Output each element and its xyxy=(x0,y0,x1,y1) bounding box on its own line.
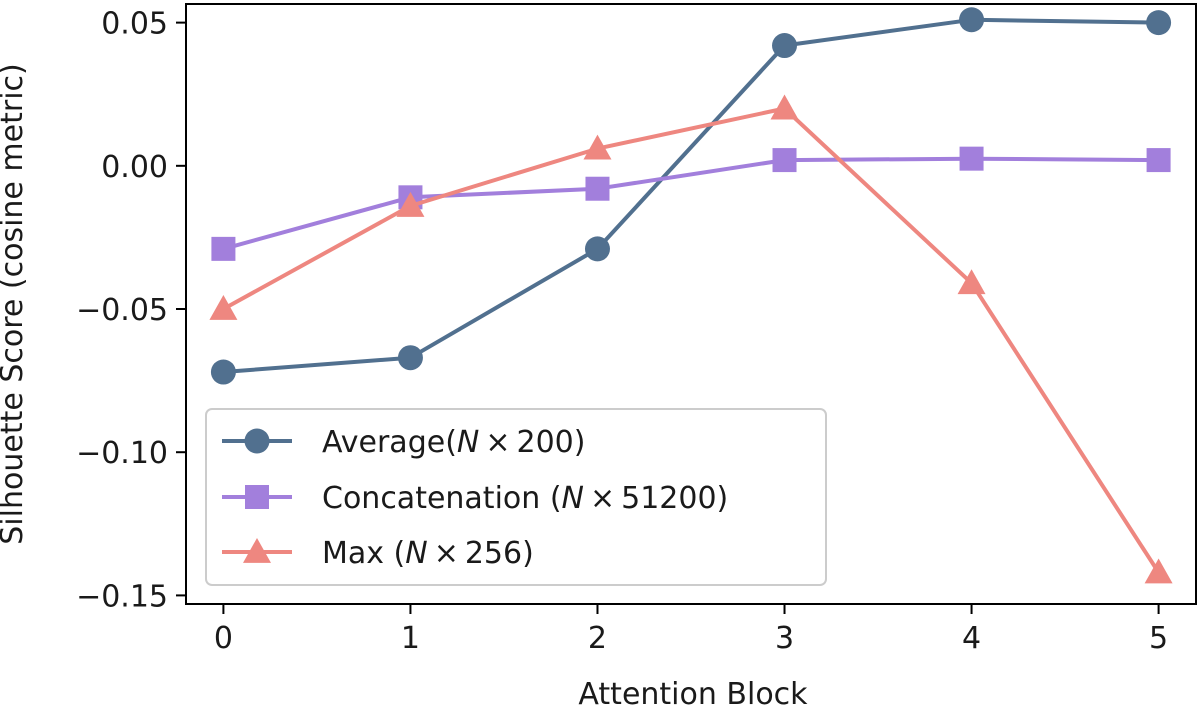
legend: Average(N × 200)Concatenation (N × 51200… xyxy=(205,408,827,586)
series-circle xyxy=(210,7,1172,385)
y-tick-label: 0.00 xyxy=(101,150,168,185)
legend-label: Max (N × 256) xyxy=(322,536,534,571)
legend-entry-circle: Average(N × 200) xyxy=(222,425,585,460)
x-tick-label: 4 xyxy=(962,621,981,656)
legend-entry-triangle: Max (N × 256) xyxy=(222,536,534,571)
data-point-triangle-5 xyxy=(1144,558,1173,584)
legend-box xyxy=(205,408,827,586)
marks-layer xyxy=(209,7,1173,584)
data-point-circle-1 xyxy=(397,345,423,371)
data-point-circle-5 xyxy=(1146,10,1172,36)
legend-marker-triangle xyxy=(243,538,271,563)
x-tick-label: 0 xyxy=(214,621,233,656)
y-tick-label: −0.05 xyxy=(76,293,168,328)
data-point-square-3 xyxy=(772,148,797,173)
legend-label: Concatenation (N × 51200) xyxy=(322,481,728,516)
data-point-triangle-1 xyxy=(396,191,425,217)
legend-label-prefix: Average( xyxy=(322,425,457,460)
series-triangle xyxy=(209,94,1173,584)
legend-label-suffix: × 51200) xyxy=(584,481,728,516)
plot-frame xyxy=(185,3,1197,605)
data-point-circle-3 xyxy=(772,33,798,59)
axes-layer: 0 1 2 3 4 5 −0.15 −0.10 −0.05 0.00 0.05 Attention B… xyxy=(0,3,1197,712)
legend-label-prefix: Max ( xyxy=(322,536,405,571)
legend-label-prefix: Concatenation ( xyxy=(322,481,562,516)
data-point-square-5 xyxy=(1146,148,1171,173)
x-tick-label: 2 xyxy=(588,621,607,656)
legend-label-variable: N xyxy=(562,481,584,516)
x-tick-label: 3 xyxy=(775,621,794,656)
legend-label-suffix: × 256) xyxy=(428,536,534,571)
series-square xyxy=(211,146,1171,261)
legend-label-variable: N xyxy=(405,536,427,571)
data-point-circle-4 xyxy=(959,7,985,33)
data-point-square-2 xyxy=(585,176,610,201)
legend-label-suffix: × 200) xyxy=(479,425,585,460)
legend-label: Average(N × 200) xyxy=(322,425,585,460)
data-point-square-4 xyxy=(959,146,984,171)
x-tick-label: 5 xyxy=(1149,621,1168,656)
data-point-triangle-4 xyxy=(957,269,986,295)
data-point-triangle-3 xyxy=(770,94,799,120)
data-point-square-0 xyxy=(211,236,236,261)
series-line-triangle xyxy=(222,106,1161,574)
y-tick-label: 0.05 xyxy=(101,7,168,42)
data-point-triangle-2 xyxy=(583,134,612,160)
data-point-circle-2 xyxy=(584,236,610,262)
series-line-circle xyxy=(223,17,1159,374)
y-tick-label: −0.10 xyxy=(76,436,168,471)
legend-label-variable: N xyxy=(457,425,479,460)
legend-entry-square: Concatenation (N × 51200) xyxy=(222,481,728,516)
y-axis-title: Silhouette Score (cosine metric) xyxy=(0,63,30,544)
x-tick-label: 1 xyxy=(401,621,420,656)
legend-marker-square xyxy=(245,485,269,509)
data-point-circle-0 xyxy=(210,359,236,385)
y-tick-label: −0.15 xyxy=(76,579,168,614)
series-line-square xyxy=(222,156,1159,251)
legend-marker-circle xyxy=(244,428,270,454)
data-point-triangle-0 xyxy=(209,295,238,320)
x-axis-title: Attention Block xyxy=(578,677,808,709)
